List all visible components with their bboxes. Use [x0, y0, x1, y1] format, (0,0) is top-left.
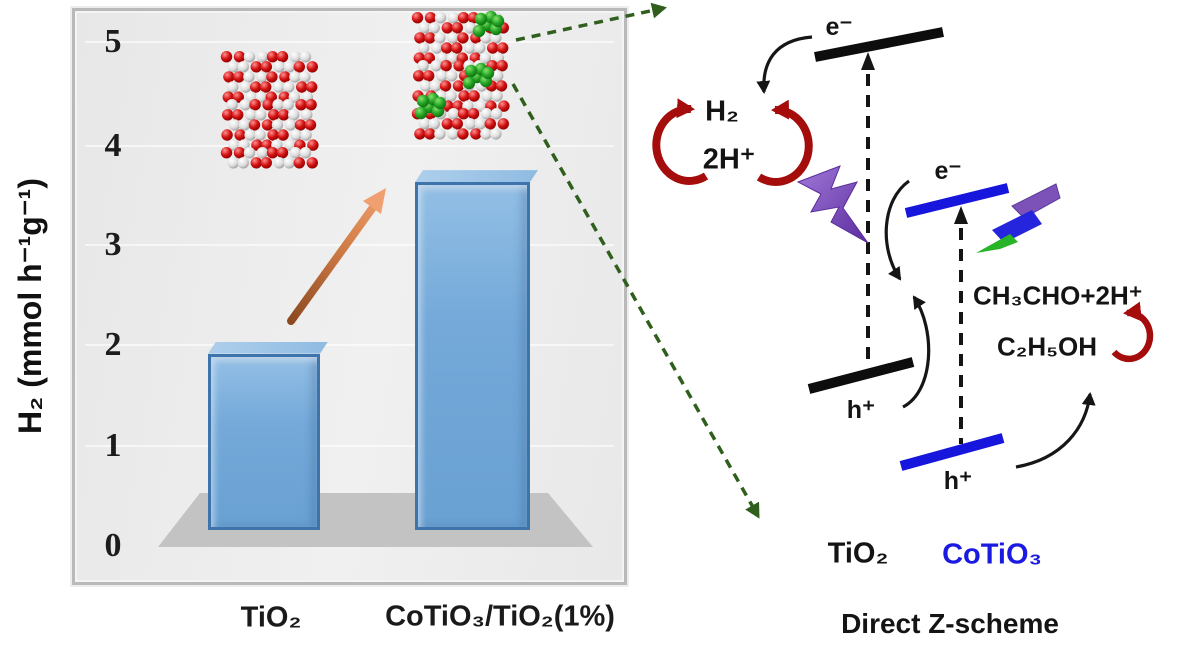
electron-to-h2-arrow — [756, 35, 813, 94]
scheme-caption: Direct Z-scheme — [841, 608, 1059, 639]
y-axis-label: H₂ (mmol h⁻¹g⁻¹) — [12, 178, 48, 434]
electron-label-tio2: e⁻ — [825, 13, 853, 41]
electron-transfer-down-arrow — [884, 179, 910, 281]
hole-label-cotio3: h⁺ — [943, 467, 973, 495]
protons-label: 2H⁺ — [702, 143, 756, 176]
hole-to-ethanol-arrow — [1015, 392, 1096, 469]
y-tick-2: 2 — [104, 326, 122, 363]
y-tick-5: 5 — [104, 23, 122, 60]
bar-chart-panel: 5 4 3 2 1 0 — [72, 8, 627, 585]
h2-label: H₂ — [705, 95, 739, 128]
tio2-excitation-arrowhead — [861, 52, 875, 70]
gridline — [85, 145, 614, 147]
y-tick-1: 1 — [104, 427, 122, 464]
y-tick-4: 4 — [104, 127, 122, 164]
y-tick-3: 3 — [104, 226, 122, 263]
bar-cotio3-tio2 — [415, 182, 530, 530]
light-bolt-icon — [796, 165, 869, 244]
electron-label-cotio3: e⁻ — [934, 157, 962, 185]
gridline — [85, 344, 614, 346]
cotio3-legend-label: CoTiO₃ — [942, 538, 1042, 571]
tio2-valence-band — [807, 357, 915, 394]
h2-cycle-left-arc — [652, 98, 709, 185]
bar-tio2 — [208, 353, 320, 530]
hole-label-tio2: h⁺ — [846, 396, 876, 424]
gridline — [85, 244, 614, 246]
tio2-legend-label: TiO₂ — [827, 537, 889, 570]
cotio3-valence-band — [899, 433, 1005, 471]
gridline — [85, 445, 614, 447]
h2-cycle-right-arc — [756, 99, 813, 186]
cotio3-excitation-arrowhead — [954, 206, 968, 224]
x-label-cotio3-tio2: CoTiO₃/TiO₂(1%) — [385, 600, 615, 633]
hole-transfer-up-arrow — [902, 295, 931, 409]
oxidation-products-label: CH₃CHO+2H⁺ — [973, 280, 1143, 311]
gridline — [85, 41, 614, 43]
x-label-tio2: TiO₂ — [240, 601, 302, 634]
cotio3-conduction-band — [904, 183, 1010, 218]
chart-floor — [158, 493, 593, 547]
ethanol-oxidation-arc — [1111, 301, 1154, 363]
y-tick-0: 0 — [104, 527, 122, 564]
light-bolt-tricolor-icon — [976, 183, 1061, 253]
ethanol-label: C₂H₅OH — [997, 331, 1098, 362]
